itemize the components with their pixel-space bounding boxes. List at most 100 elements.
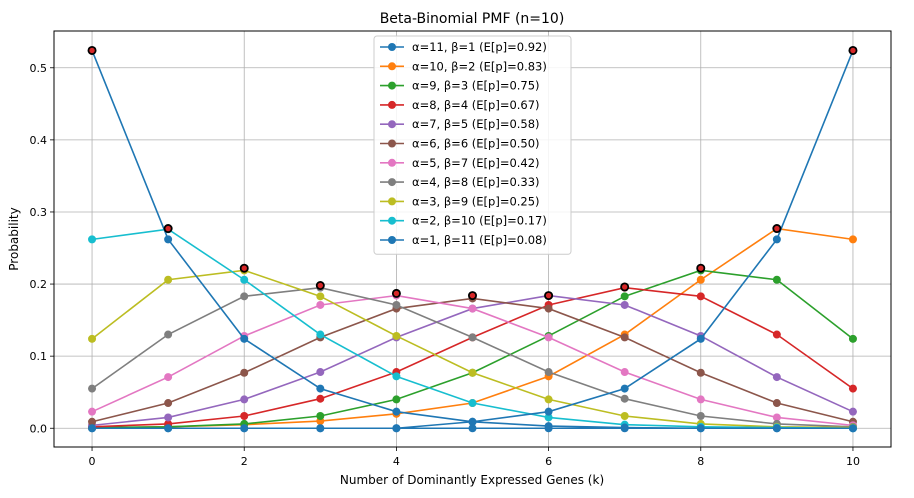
x-tick-label: 2: [241, 455, 248, 468]
data-point: [544, 395, 553, 404]
data-point: [164, 373, 173, 382]
data-point: [164, 275, 173, 284]
legend-entry: α=11, β=1 (E[p]=0.92): [380, 40, 547, 54]
legend: α=11, β=1 (E[p]=0.92) α=10, β=2 (E[p]=0.8…: [373, 35, 572, 255]
data-point: [772, 399, 781, 408]
data-point: [88, 407, 97, 416]
max-marker: [772, 224, 782, 234]
data-point: [316, 424, 325, 433]
legend-label: α=3, β=9 (E[p]=0.25): [412, 194, 540, 208]
max-marker: [163, 224, 173, 234]
legend-label: α=10, β=2 (E[p]=0.83): [412, 59, 547, 73]
data-point: [696, 424, 705, 433]
chart-title: Beta-Binomial PMF (n=10): [380, 11, 565, 27]
data-point: [772, 330, 781, 339]
data-point: [696, 395, 705, 404]
data-point: [772, 275, 781, 284]
data-point: [164, 413, 173, 422]
data-point: [240, 424, 249, 433]
y-tick-label: 0.1: [30, 350, 48, 363]
ticks: 0 2 4 6 8 10 0.0 0.1 0.2 0.3 0.4 0.5: [30, 62, 860, 468]
data-point: [164, 399, 173, 408]
data-point: [620, 423, 629, 432]
legend-swatch-marker: [388, 120, 396, 129]
legend-label: α=11, β=1 (E[p]=0.92): [412, 40, 547, 54]
legend-swatch-marker: [388, 62, 396, 71]
data-point: [316, 411, 325, 420]
legend-label: α=8, β=4 (E[p]=0.67): [412, 98, 540, 112]
legend-swatch-marker: [388, 178, 396, 187]
data-point: [164, 424, 173, 433]
legend-entry: α=2, β=10 (E[p]=0.17): [380, 214, 547, 228]
data-point: [468, 417, 477, 426]
data-point: [620, 384, 629, 393]
data-point: [696, 292, 705, 301]
data-point: [620, 300, 629, 309]
data-point: [696, 411, 705, 420]
y-tick-label: 0.3: [30, 206, 48, 219]
data-point: [772, 413, 781, 422]
data-point: [468, 399, 477, 408]
max-marker: [544, 291, 554, 301]
plot-frame: [53, 30, 892, 448]
max-marker: [239, 263, 249, 273]
max-marker: [848, 45, 858, 55]
data-point: [848, 235, 857, 244]
legend-entry: α=7, β=5 (E[p]=0.58): [380, 117, 540, 131]
data-point: [316, 394, 325, 403]
data-point: [696, 334, 705, 343]
max-marker: [467, 291, 477, 301]
legend-label: α=2, β=10 (E[p]=0.17): [412, 214, 547, 228]
data-point: [316, 368, 325, 377]
data-point: [544, 407, 553, 416]
legend-label: α=4, β=8 (E[p]=0.33): [412, 175, 540, 189]
data-point: [240, 368, 249, 377]
legend-swatch-marker: [388, 81, 396, 90]
legend-label: α=9, β=3 (E[p]=0.75): [412, 79, 540, 93]
data-point: [88, 417, 97, 426]
data-point: [468, 368, 477, 377]
data-point: [696, 368, 705, 377]
data-point: [544, 304, 553, 313]
legend-swatch-marker: [388, 216, 396, 225]
y-tick-label: 0.4: [30, 134, 48, 147]
data-point: [392, 300, 401, 309]
data-point: [392, 372, 401, 381]
legend-label: α=7, β=5 (E[p]=0.58): [412, 117, 540, 131]
x-tick-label: 6: [545, 455, 552, 468]
legend-swatch-marker: [388, 197, 396, 206]
data-point: [772, 235, 781, 244]
data-point: [544, 413, 553, 422]
y-tick-label: 0.2: [30, 278, 48, 291]
data-point: [392, 407, 401, 416]
series-6: [88, 291, 857, 430]
data-point: [620, 292, 629, 301]
data-point: [848, 407, 857, 416]
data-point: [848, 424, 857, 433]
max-marker: [391, 288, 401, 298]
data-point: [544, 422, 553, 431]
legend-swatch-marker: [388, 158, 396, 167]
x-axis-label: Number of Dominantly Expressed Genes (k): [340, 473, 604, 487]
data-point: [696, 275, 705, 284]
data-point: [544, 333, 553, 342]
max-marker: [620, 282, 630, 292]
legend-entry: α=6, β=6 (E[p]=0.50): [380, 137, 540, 151]
legend-label: α=1, β=11 (E[p]=0.08): [412, 233, 547, 247]
y-tick-label: 0.5: [30, 62, 48, 75]
data-point: [620, 368, 629, 377]
legend-entry: α=8, β=4 (E[p]=0.67): [380, 98, 540, 112]
data-point: [88, 384, 97, 393]
data-point: [468, 333, 477, 342]
legend-swatch-marker: [388, 100, 396, 109]
data-point: [620, 411, 629, 420]
legend-label: α=5, β=7 (E[p]=0.42): [412, 156, 540, 170]
data-point: [88, 424, 97, 433]
max-marker: [87, 45, 97, 55]
max-marker: [696, 263, 706, 273]
data-point: [392, 424, 401, 433]
legend-entry: α=10, β=2 (E[p]=0.83): [380, 59, 547, 73]
data-point: [620, 394, 629, 403]
legend-entry: α=1, β=11 (E[p]=0.08): [380, 233, 547, 247]
